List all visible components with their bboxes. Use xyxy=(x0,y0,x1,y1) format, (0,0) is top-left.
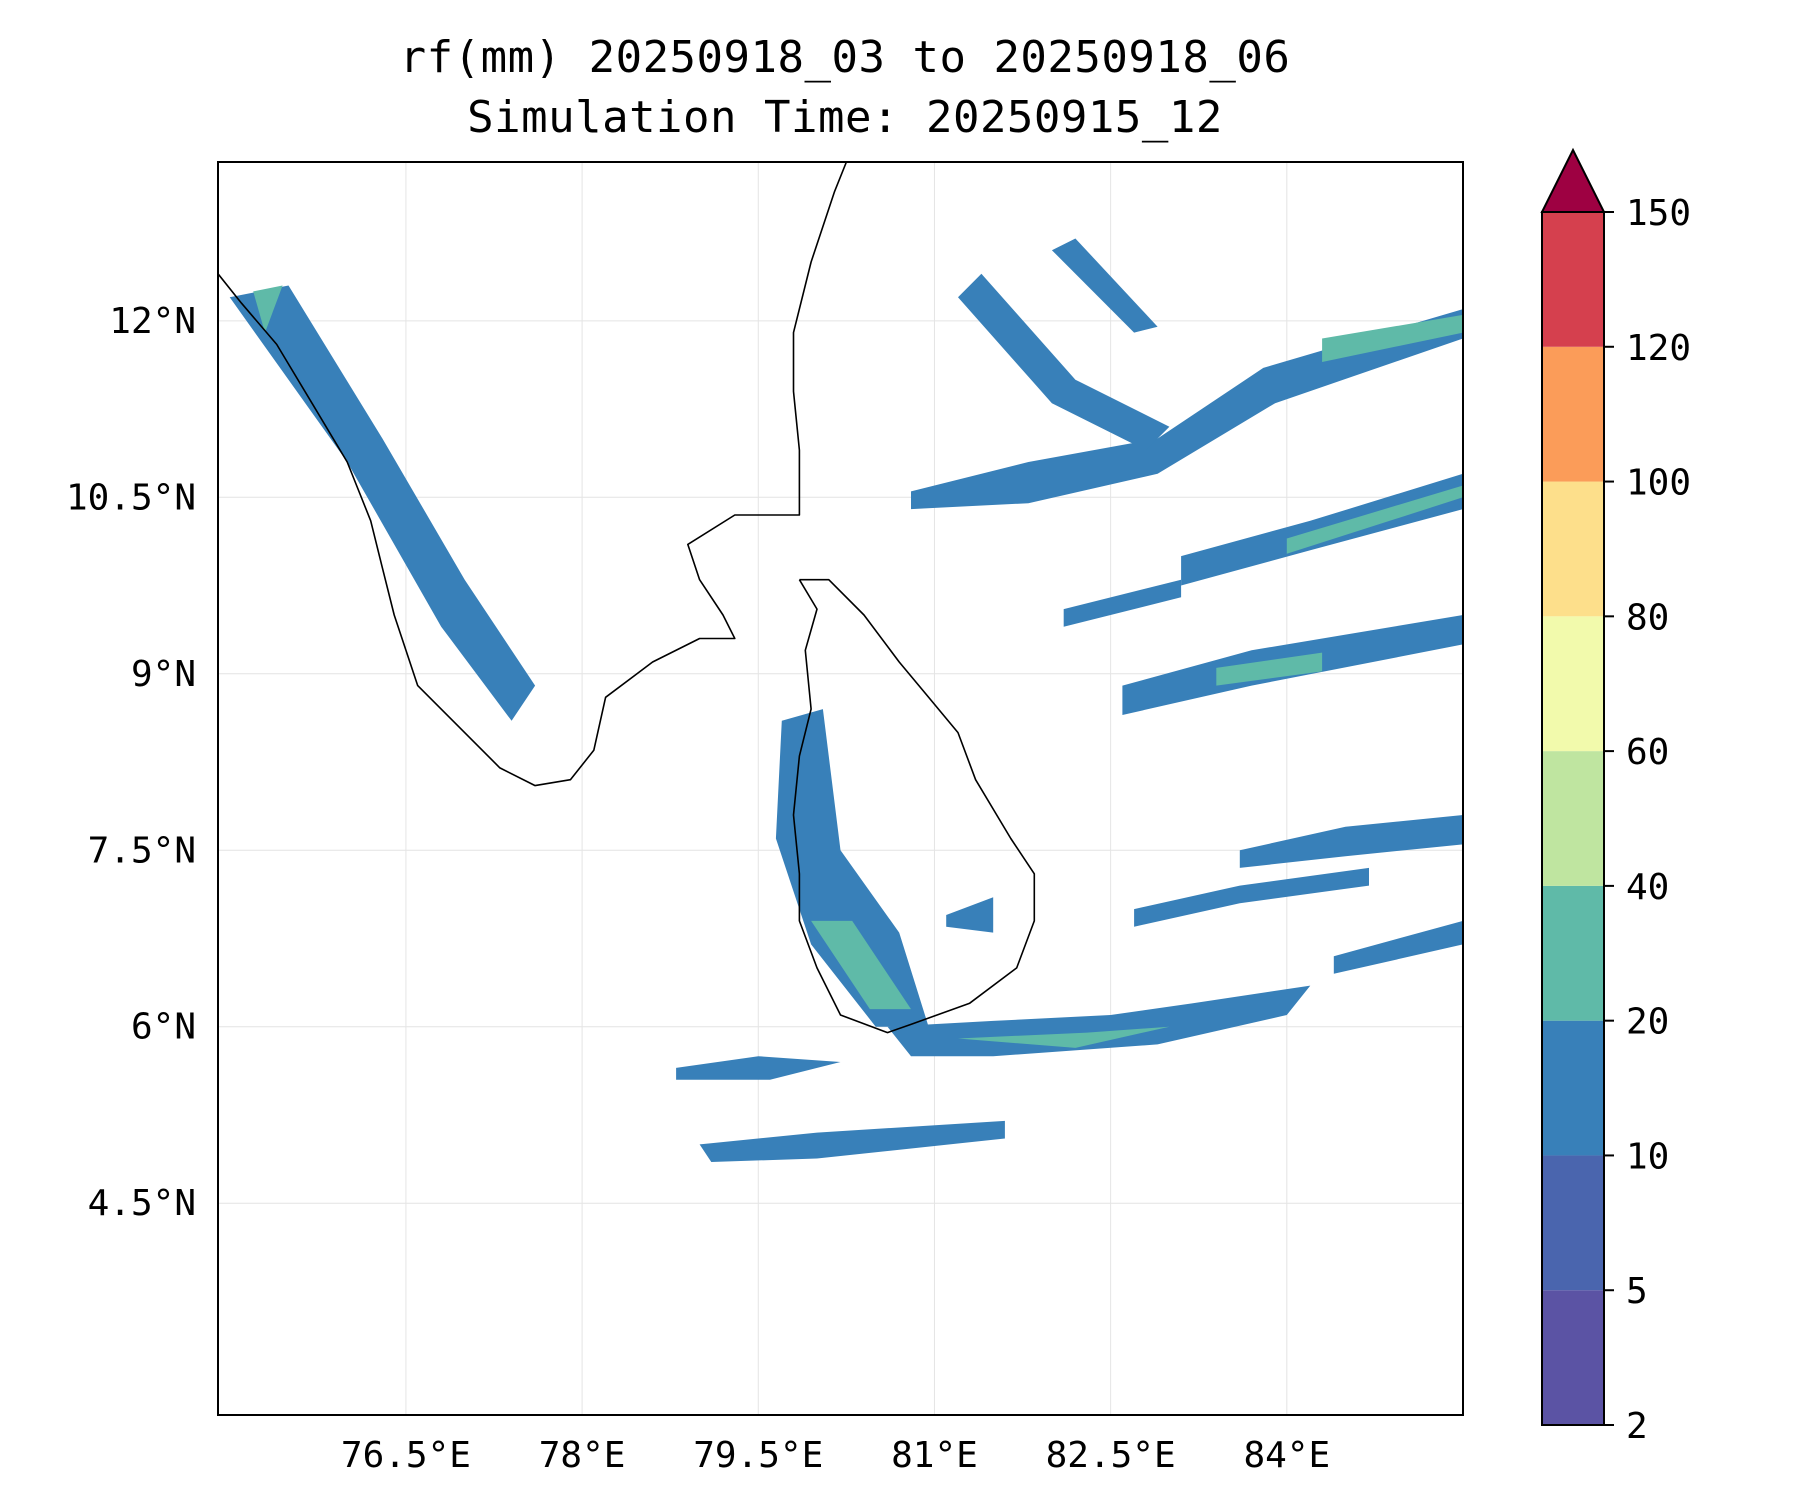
y-axis-ticks: 12°N 10.5°N 9°N 7.5°N 6°N 4.5°N xyxy=(66,301,196,1224)
rain-region-east-band-5 xyxy=(1239,815,1463,868)
map-frame xyxy=(217,161,1464,1416)
x-axis-ticks: 76.5°E 78°E 79.5°E 81°E 82.5°E 84°E xyxy=(341,1435,1330,1476)
rain-region-southern-arc-core xyxy=(958,1026,1170,1048)
rainfall-contours xyxy=(229,238,1463,1162)
x-tick-label: 82.5°E xyxy=(1046,1435,1176,1476)
colorbar-segment xyxy=(1542,481,1604,617)
y-tick-label: 6°N xyxy=(131,1007,196,1048)
rain-region-east-band-4 xyxy=(1063,579,1182,627)
colorbar-segment xyxy=(1542,212,1604,347)
rain-region-east-band-7 xyxy=(1333,920,1463,974)
colorbar-tick-label: 80 xyxy=(1626,597,1669,638)
x-tick-label: 76.5°E xyxy=(341,1435,471,1476)
x-tick-label: 79.5°E xyxy=(693,1435,823,1476)
rain-region-south-band-2 xyxy=(676,1056,841,1080)
colorbar-tick-label: 40 xyxy=(1626,867,1669,908)
y-tick-label: 9°N xyxy=(131,654,196,695)
colorbar: 2 5 10 20 40 60 80 100 120 150 xyxy=(1540,147,1691,1447)
colorbar-segment xyxy=(1542,1155,1604,1291)
colorbar-tick-label: 100 xyxy=(1626,463,1691,504)
colorbar-segment xyxy=(1542,1290,1604,1425)
rain-region-sri-lanka-west-core xyxy=(811,920,911,1010)
rain-region-east-band-1-core xyxy=(1322,314,1463,362)
x-tick-label: 84°E xyxy=(1243,1435,1330,1476)
colorbar-tick-label: 5 xyxy=(1626,1271,1648,1312)
colorbar-extend-arrow xyxy=(1540,147,1606,213)
y-tick-label: 4.5°N xyxy=(88,1183,196,1224)
rain-region-northeast-streaks-2 xyxy=(1051,238,1158,333)
colorbar-segment xyxy=(1542,346,1604,482)
india-coastline xyxy=(218,162,848,787)
rain-region-east-band-6 xyxy=(1134,867,1369,927)
colorbar-tick-label: 120 xyxy=(1626,328,1691,369)
coastlines xyxy=(218,162,1036,1034)
colorbar-tick-label: 10 xyxy=(1626,1136,1669,1177)
y-tick-label: 10.5°N xyxy=(66,477,196,518)
colorbar-segment xyxy=(1542,616,1604,752)
y-tick-label: 12°N xyxy=(109,301,196,342)
graticule xyxy=(218,162,1463,1415)
x-tick-label: 78°E xyxy=(539,1435,626,1476)
rain-region-south-band-1 xyxy=(699,1120,1005,1162)
colorbar-tick-label: 20 xyxy=(1626,1002,1669,1043)
x-tick-label: 81°E xyxy=(891,1435,978,1476)
colorbar-tick-label: 2 xyxy=(1626,1406,1648,1447)
rain-region-east-band-3-core xyxy=(1216,652,1323,686)
sri-lanka-coastline xyxy=(792,578,1036,1034)
rain-region-west-coast-band xyxy=(229,285,536,721)
rain-region-east-band-2-core xyxy=(1286,485,1463,554)
chart-subtitle: Simulation Time: 20250915_12 xyxy=(467,92,1223,143)
colorbar-segment xyxy=(1542,751,1604,886)
rain-region-southern-arc xyxy=(887,985,1311,1057)
colorbar-tick-label: 60 xyxy=(1626,732,1669,773)
chart-title: rf(mm) 20250918_03 to 20250918_06 xyxy=(399,32,1291,83)
rain-region-sri-lanka-west xyxy=(775,709,929,1027)
rain-region-south-sri-lanka-cell xyxy=(946,897,994,933)
colorbar-tick-label: 150 xyxy=(1626,193,1691,234)
colorbar-segment xyxy=(1542,1020,1604,1156)
colorbar-segment xyxy=(1542,885,1604,1021)
y-tick-label: 7.5°N xyxy=(88,830,196,871)
rain-region-west-coast-core xyxy=(253,285,283,333)
rain-region-northeast-streaks xyxy=(958,273,1170,451)
